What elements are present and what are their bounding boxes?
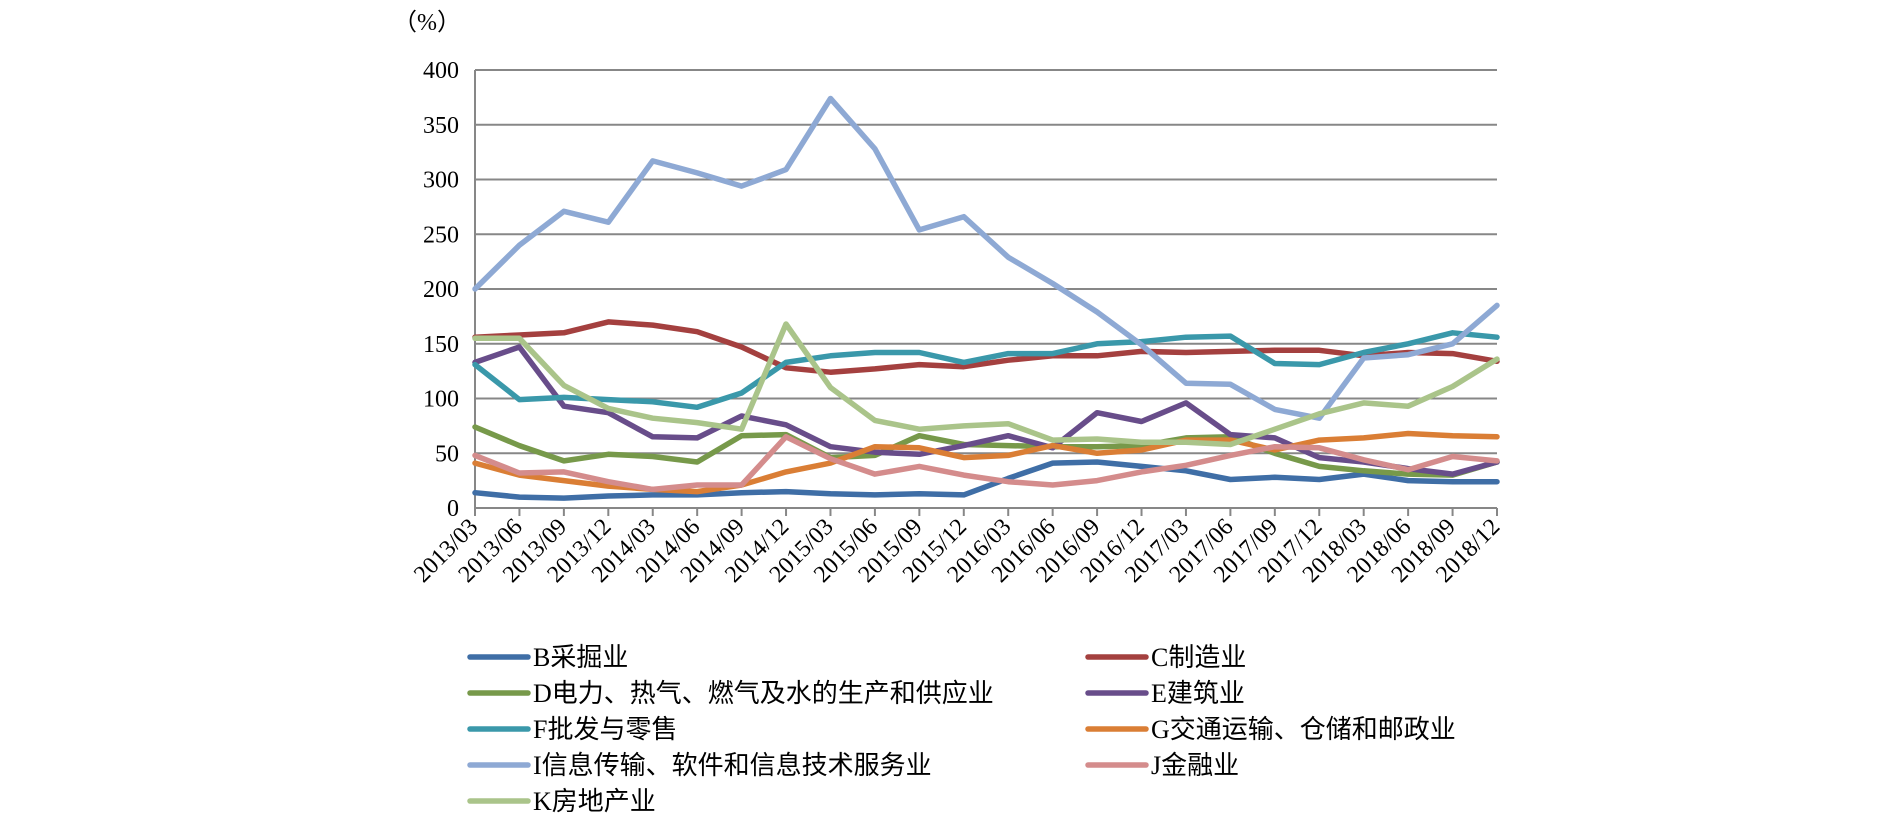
legend-label: B采掘业 xyxy=(533,643,628,672)
legend-label: E建筑业 xyxy=(1151,679,1245,708)
y-axis: 0 50 100 150 200 250 300 350 400 xyxy=(423,58,476,522)
series-line-7 xyxy=(472,95,1500,421)
gridlines xyxy=(475,69,1497,455)
series-line-5 xyxy=(472,330,1500,411)
legend-label: F批发与零售 xyxy=(533,715,677,744)
series-line-4 xyxy=(472,344,1500,477)
legend-label: D电力、热气、燃气及水的生产和供应业 xyxy=(533,679,994,708)
x-axis: 2013/032013/062013/092013/122014/032014/… xyxy=(409,507,1505,588)
series-line-3 xyxy=(472,424,1500,478)
y-tick-label: 150 xyxy=(423,332,459,358)
legend-label: G交通运输、仓储和邮政业 xyxy=(1151,715,1456,744)
y-tick-label: 250 xyxy=(423,222,459,248)
y-tick-label: 50 xyxy=(435,441,459,467)
y-tick-label: 400 xyxy=(423,58,459,84)
series-line-9 xyxy=(472,321,1500,448)
y-tick-label: 0 xyxy=(447,496,459,522)
y-tick-label: 200 xyxy=(423,277,459,303)
legend-label: K房地产业 xyxy=(533,787,656,816)
y-tick-label: 350 xyxy=(423,113,459,139)
series-line-8 xyxy=(472,434,1500,493)
y-tick-label: 300 xyxy=(423,168,459,194)
y-unit-label: （%） xyxy=(393,10,461,36)
legend-label: J金融业 xyxy=(1151,751,1239,780)
legend-label: C制造业 xyxy=(1151,643,1246,672)
series-lines xyxy=(472,95,1500,501)
y-tick-label: 100 xyxy=(423,387,459,413)
legend-label: I信息传输、软件和信息技术服务业 xyxy=(533,751,932,780)
series-line-1 xyxy=(472,459,1500,501)
series-line-2 xyxy=(472,319,1500,375)
legend: B采掘业 C制造业 D电力、热气、燃气及水的生产和供应业 E建筑业 F批发与零售 G交通运… xyxy=(467,643,1456,816)
